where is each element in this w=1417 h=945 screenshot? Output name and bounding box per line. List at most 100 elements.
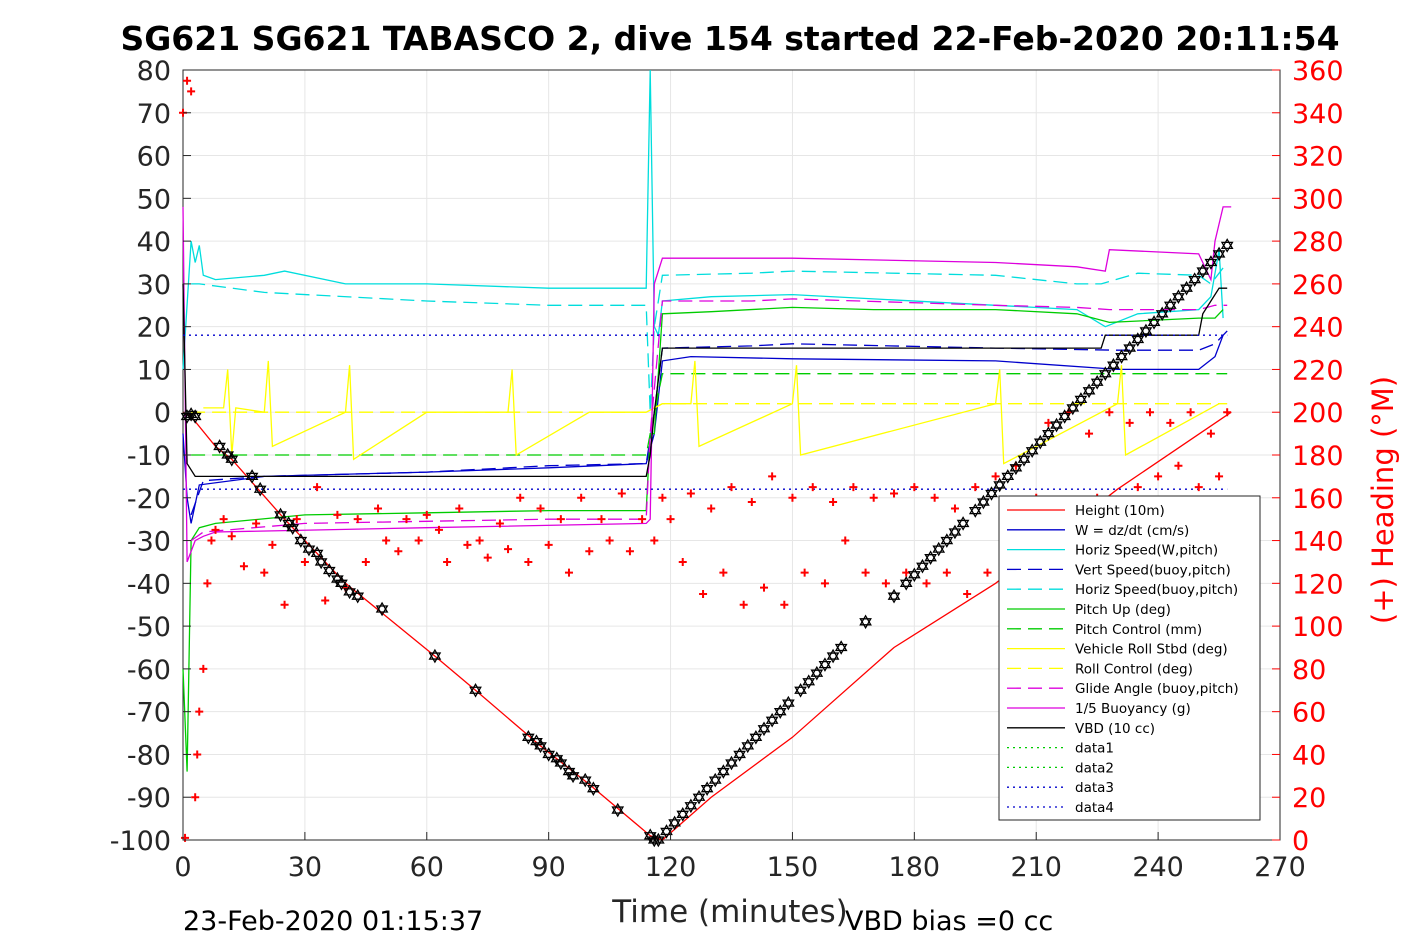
heading-point-81 — [930, 493, 939, 502]
dive-marker-down-2 — [188, 412, 202, 424]
dive-marker-down-85 — [1098, 370, 1112, 382]
dive-marker-97 — [1196, 263, 1210, 279]
dive-marker-up-13 — [310, 546, 324, 558]
heading-point-2 — [183, 76, 192, 85]
heading-point-41 — [524, 557, 533, 566]
y-right-tick-label-0: 360 — [1292, 56, 1344, 87]
dive-marker-up-18 — [343, 584, 356, 596]
dive-marker-up-22 — [469, 682, 482, 694]
heading-point-48 — [597, 515, 606, 524]
dive-marker-44 — [717, 764, 730, 779]
y-tick-label-10: -20 — [127, 484, 171, 515]
dive-marker-down-1 — [184, 410, 198, 422]
dive-marker-38 — [668, 815, 681, 831]
dive-marker-down-3 — [213, 442, 226, 454]
dive-marker-37 — [660, 824, 673, 839]
dive-marker-up-33 — [611, 802, 625, 814]
dive-marker-19 — [351, 588, 365, 604]
y-tick-label-8: 0 — [154, 398, 171, 429]
dive-marker-up-10 — [286, 520, 300, 532]
dive-marker-up-58 — [834, 640, 848, 652]
heading-point-72 — [841, 536, 850, 545]
y-tick-label-16: -80 — [127, 740, 171, 771]
y-right-tick-label-18: 0 — [1292, 826, 1309, 857]
x-tick-label-6: 180 — [889, 852, 941, 883]
heading-point-24 — [353, 515, 362, 524]
dive-marker-down-13 — [310, 549, 324, 561]
dive-marker-up-6 — [245, 469, 259, 481]
heading-point-86 — [983, 568, 992, 577]
dive-marker-up-73 — [1001, 469, 1015, 481]
heading-point-37 — [483, 553, 492, 562]
dive-marker-up-49 — [757, 721, 771, 733]
dive-marker-down-15 — [322, 566, 336, 578]
heading-point-44 — [556, 515, 565, 524]
dive-marker-up-8 — [274, 507, 287, 519]
dive-marker-down-87 — [1115, 352, 1128, 364]
dive-marker-up-97 — [1196, 263, 1210, 275]
dive-marker-up-74 — [1009, 460, 1023, 472]
dive-marker-79 — [1050, 417, 1063, 433]
dive-marker-down-74 — [1009, 464, 1023, 476]
dive-marker-54 — [802, 674, 816, 690]
y-tick-label-7: 10 — [137, 355, 171, 386]
dive-marker-58 — [834, 640, 848, 655]
y-right-tick-label-12: 120 — [1292, 569, 1344, 600]
heading-point-38 — [495, 519, 504, 528]
dive-marker-2 — [188, 409, 202, 424]
dive-marker-down-53 — [794, 686, 807, 698]
dive-marker-up-20 — [375, 601, 389, 613]
dive-marker-down-100 — [1220, 241, 1234, 253]
heading-point-58 — [699, 590, 708, 599]
ticks-layer: 0 30 60 90 120 150 180 210 240 270 80 70 60 50 40 30 20 1… — [110, 56, 1344, 883]
dive-marker-up-37 — [660, 824, 673, 836]
heading-point-69 — [808, 483, 817, 492]
dive-marker-down-56 — [818, 660, 832, 672]
dive-marker-61 — [899, 576, 913, 591]
dive-marker-up-21 — [428, 648, 442, 660]
dive-marker-up-26 — [542, 747, 556, 759]
dive-marker-down-54 — [802, 678, 816, 690]
heading-point-15 — [260, 568, 269, 577]
dive-marker-up-82 — [1074, 392, 1088, 404]
dive-marker-down-8 — [274, 511, 287, 523]
heading-point-10 — [211, 525, 220, 534]
heading-point-47 — [585, 547, 594, 556]
dive-marker-up-28 — [554, 755, 568, 767]
dive-marker-8 — [274, 507, 287, 523]
series-line-10 — [182, 206, 1232, 563]
legend-label-4: Horiz Speed(buoy,pitch) — [1075, 582, 1238, 598]
dive-marker-down-21 — [428, 652, 442, 664]
heading-point-22 — [333, 510, 342, 519]
heading-point-61 — [727, 483, 736, 492]
dive-marker-up-100 — [1220, 238, 1234, 250]
heading-point-85 — [971, 483, 980, 492]
dive-marker-88 — [1123, 340, 1137, 356]
legend-label-11: VBD (10 cc) — [1075, 721, 1155, 737]
dive-marker-down-10 — [286, 524, 300, 536]
dive-marker-up-11 — [294, 533, 308, 545]
dive-marker-up-42 — [700, 781, 714, 793]
dive-marker-down-77 — [1033, 438, 1047, 450]
dive-marker-57 — [826, 648, 840, 664]
legend-label-10: 1/5 Buoyancy (g) — [1075, 701, 1191, 717]
heading-point-36 — [475, 536, 484, 545]
heading-point-54 — [658, 493, 667, 502]
heading-point-17 — [280, 600, 289, 609]
dive-marker-78 — [1042, 426, 1055, 441]
dive-marker-down-99 — [1212, 250, 1226, 262]
heading-point-11 — [219, 515, 228, 524]
dive-marker-up-40 — [684, 798, 698, 810]
dive-marker-down-5 — [225, 455, 239, 467]
dive-marker-71 — [985, 486, 998, 501]
dive-marker-down-88 — [1123, 344, 1137, 356]
dive-marker-down-90 — [1139, 327, 1153, 339]
dive-marker-up-59 — [859, 614, 872, 626]
heading-point-51 — [625, 547, 634, 556]
heading-point-27 — [382, 536, 391, 545]
dive-marker-68 — [956, 516, 970, 531]
dive-marker-17 — [335, 576, 348, 591]
dive-marker-down-28 — [554, 759, 568, 771]
heading-point-63 — [747, 498, 756, 507]
heading-point-20 — [313, 483, 322, 492]
